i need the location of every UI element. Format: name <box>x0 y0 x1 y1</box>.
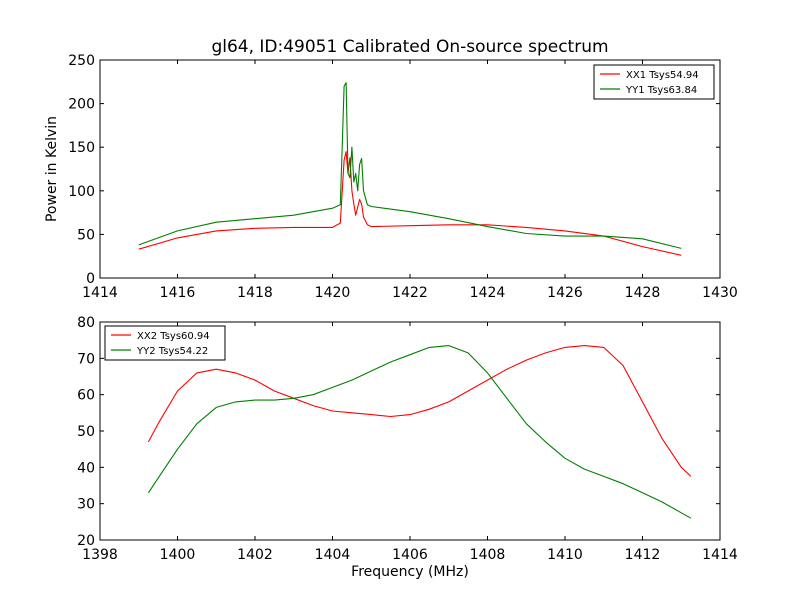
y-tick-label: 60 <box>77 388 95 404</box>
x-tick-label: 1412 <box>625 547 661 563</box>
y-tick-label: 30 <box>77 497 95 513</box>
chart-title: gl64, ID:49051 Calibrated On-source spec… <box>211 37 608 57</box>
x-tick-label: 1402 <box>237 547 273 563</box>
y-tick-label: 150 <box>68 140 95 156</box>
legend-entry-label: XX1 Tsys54.94 <box>626 70 699 81</box>
x-tick-label: 1426 <box>547 285 583 301</box>
x-tick-label: 1424 <box>470 285 506 301</box>
x-tick-label: 1398 <box>82 547 118 563</box>
y-axis-label: Power in Kelvin <box>44 116 60 222</box>
x-tick-label: 1406 <box>392 547 428 563</box>
legend: XX1 Tsys54.94 YY1 Tsys63.84 <box>593 64 715 100</box>
x-tick-label: 1420 <box>315 285 351 301</box>
y-tick-label: 80 <box>77 315 95 331</box>
y-tick-label: 50 <box>77 227 95 243</box>
series-line-yy2 <box>147 345 692 519</box>
legend: XX2 Tsys60.94 YY2 Tsys54.22 <box>104 325 226 361</box>
legend-box <box>104 325 226 361</box>
x-tick-label: 1414 <box>82 285 118 301</box>
y-tick-label: 200 <box>68 97 95 113</box>
x-tick-label: 1430 <box>702 285 738 301</box>
y-tick-label: 50 <box>77 424 95 440</box>
x-tick-label: 1422 <box>392 285 428 301</box>
y-tick-label: 40 <box>77 460 95 476</box>
upper-plot: 1414 1416 1418 1420 1422 1424 1426 1428 1430 0 50 1… <box>68 53 738 301</box>
series-line-xx1 <box>138 151 682 256</box>
x-tick-label: 1408 <box>470 547 506 563</box>
legend-box <box>593 64 715 100</box>
x-tick-label: 1418 <box>237 285 273 301</box>
legend-entry-label: YY2 Tsys54.22 <box>136 346 208 357</box>
x-tick-label: 1410 <box>547 547 583 563</box>
y-tick-label: 70 <box>77 351 95 367</box>
x-tick-label: 1404 <box>315 547 351 563</box>
x-tick-label: 1428 <box>625 285 661 301</box>
series-line-xx2 <box>147 345 692 477</box>
y-tick-label: 250 <box>68 53 95 69</box>
y-tick-label: 100 <box>68 184 95 200</box>
legend-entry-label: YY1 Tsys63.84 <box>625 85 697 96</box>
x-tick-label: 1416 <box>160 285 196 301</box>
y-tick-label: 0 <box>86 271 95 287</box>
legend-entry-label: XX2 Tsys60.94 <box>137 331 210 342</box>
x-tick-label: 1414 <box>702 547 738 563</box>
series-line-yy1 <box>138 82 682 249</box>
lower-plot: 1398 1400 1402 1404 1406 1408 1410 1412 1414 20 30… <box>77 315 738 563</box>
x-tick-label: 1400 <box>160 547 196 563</box>
x-axis-label: Frequency (MHz) <box>351 564 469 580</box>
y-tick-label: 20 <box>77 533 95 549</box>
